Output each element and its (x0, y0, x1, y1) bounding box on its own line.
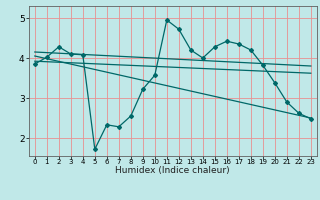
X-axis label: Humidex (Indice chaleur): Humidex (Indice chaleur) (116, 166, 230, 175)
